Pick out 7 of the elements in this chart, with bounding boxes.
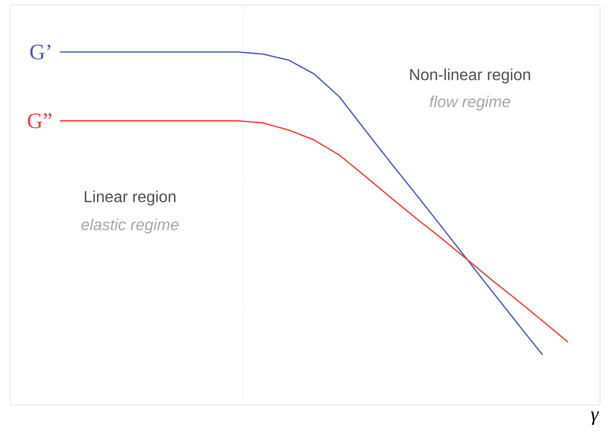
series-label: G’: [30, 44, 50, 60]
annotation: Non-linear region: [410, 68, 530, 84]
x-axis-title: γ: [590, 412, 599, 425]
annotation: elastic regime: [81, 218, 179, 234]
annotation: flow regime: [430, 96, 510, 110]
series-label: G”: [28, 113, 52, 128]
annotation: Linear region: [84, 190, 176, 206]
